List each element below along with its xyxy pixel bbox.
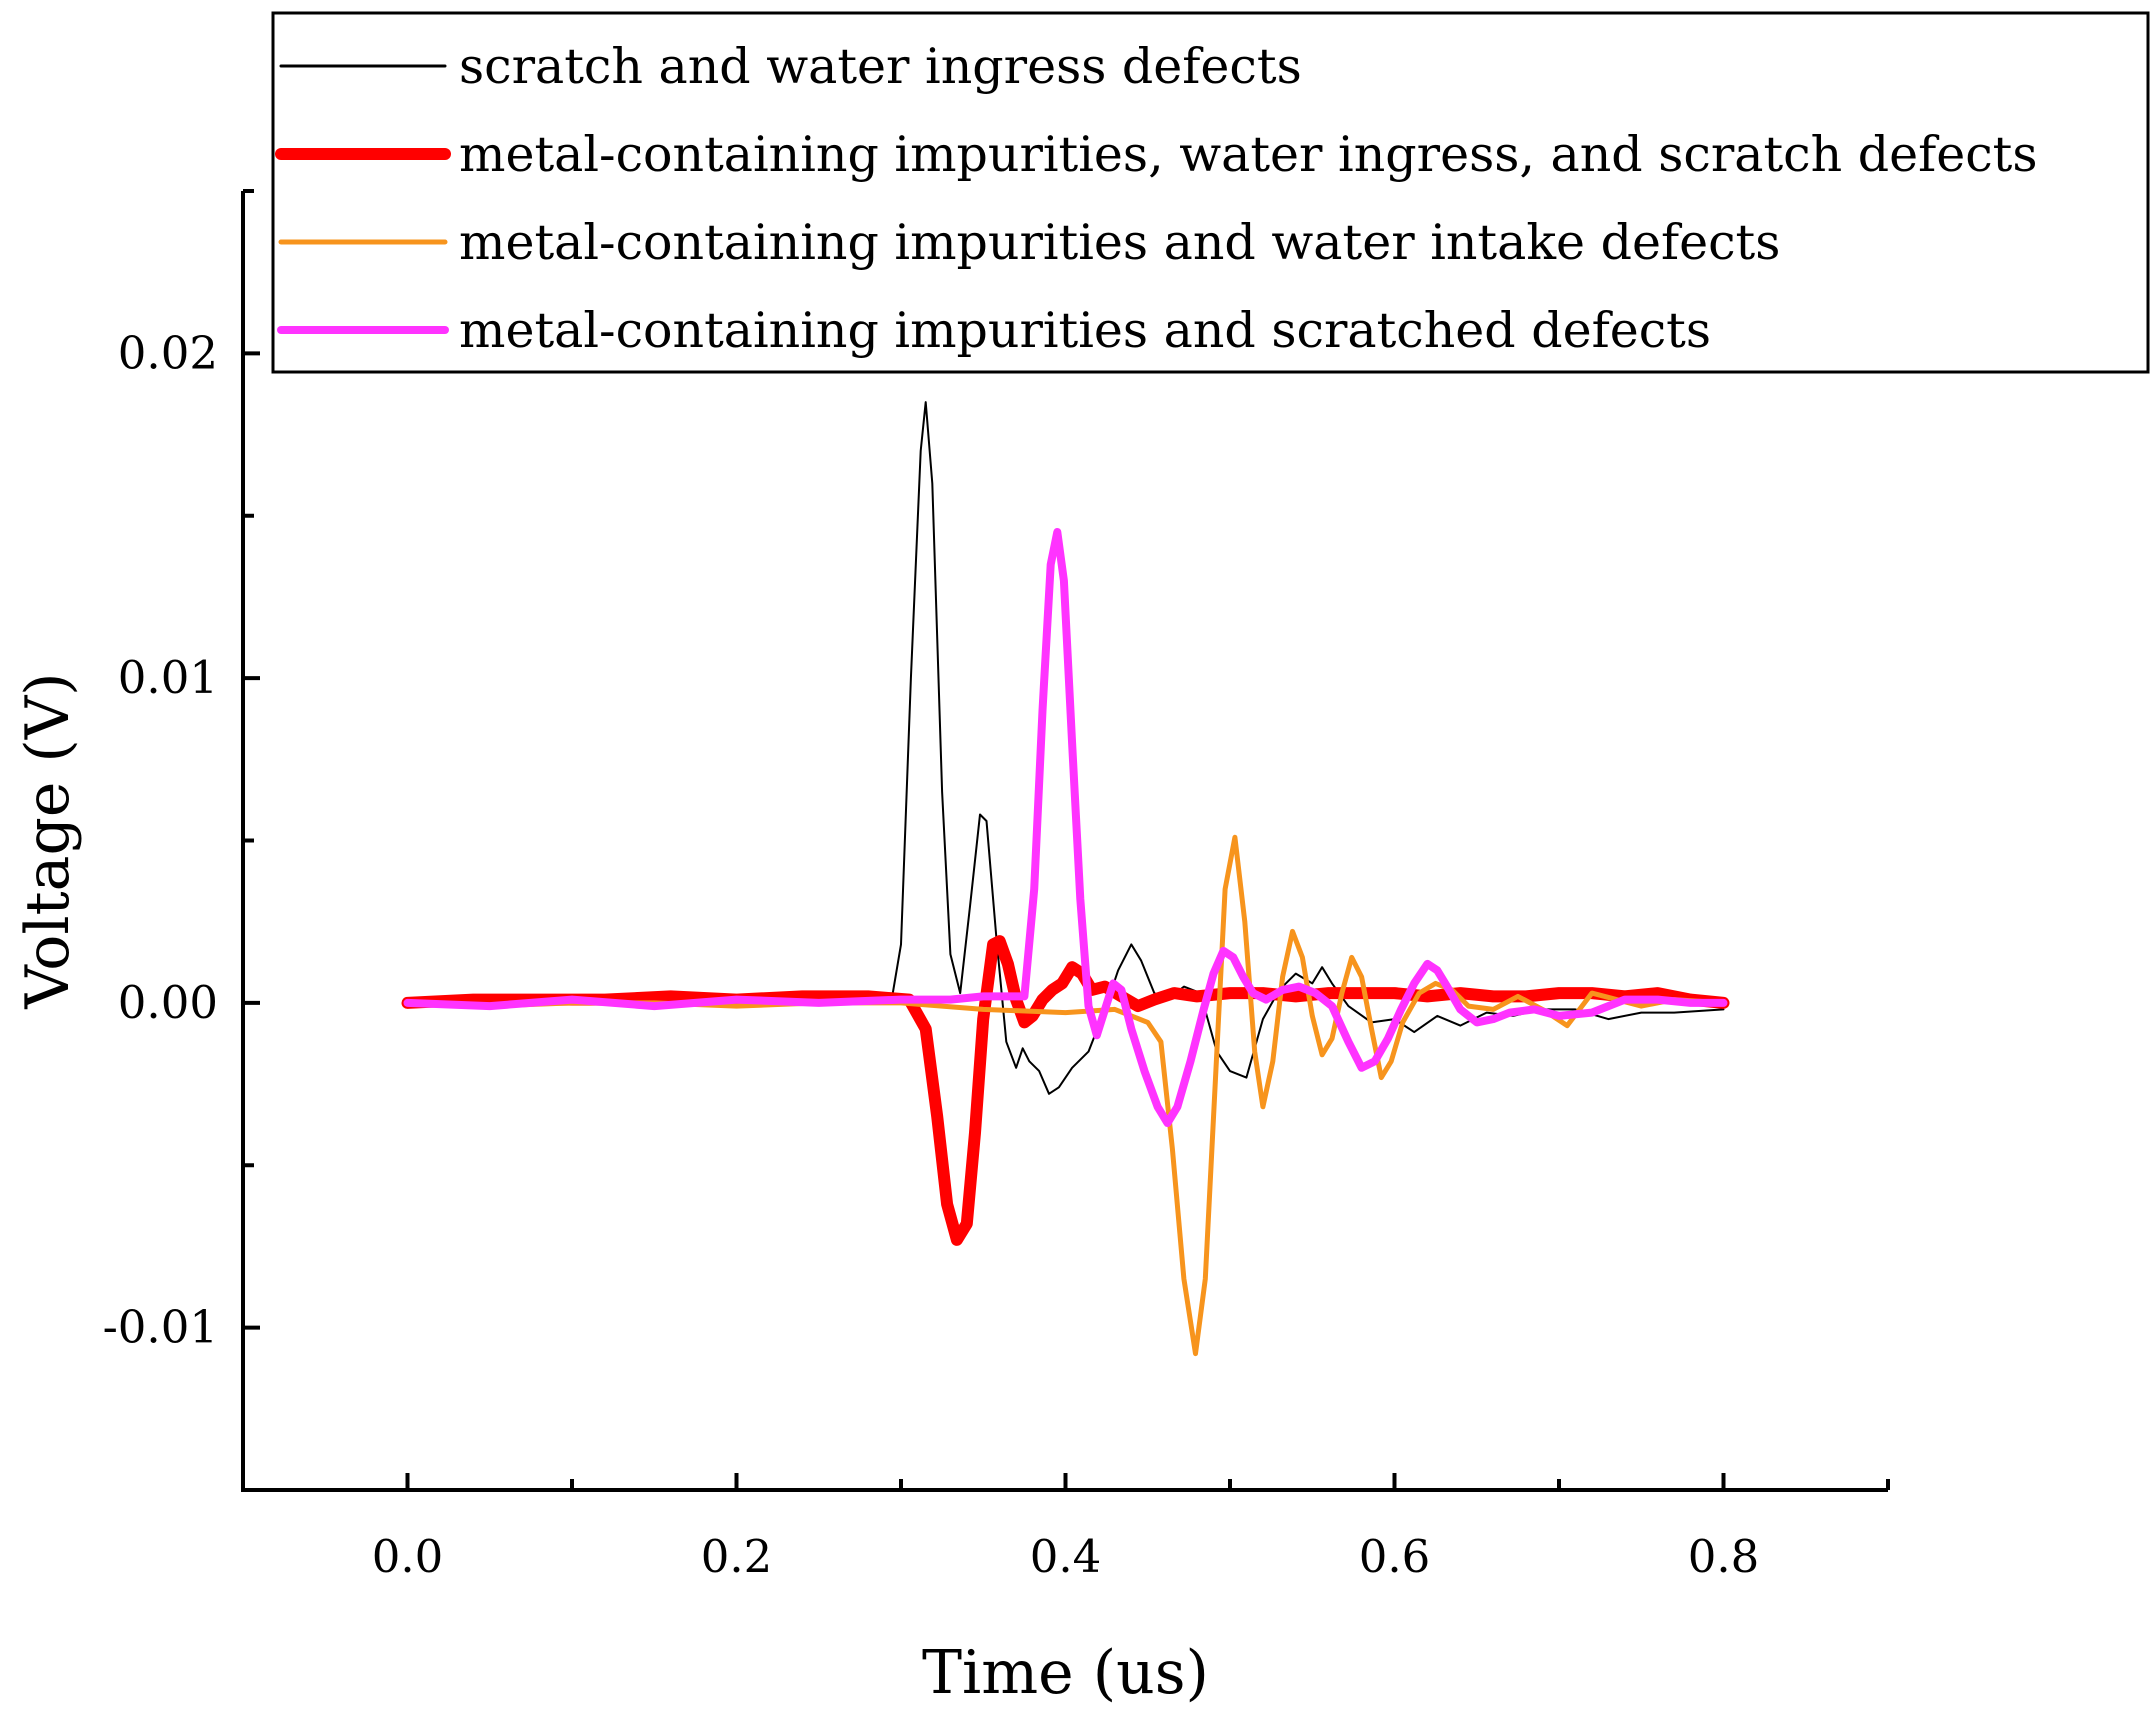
x-axis-title: Time (us) bbox=[922, 1638, 1209, 1708]
x-tick-label: 0.0 bbox=[372, 1530, 444, 1583]
x-tick-label: 0.8 bbox=[1688, 1530, 1760, 1583]
legend-label-1: scratch and water ingress defects bbox=[459, 38, 1302, 95]
y-tick-label: 0.00 bbox=[118, 976, 218, 1029]
y-tick-label: 0.01 bbox=[118, 651, 218, 704]
x-tick-label: 0.6 bbox=[1359, 1530, 1431, 1583]
y-tick-label: 0.02 bbox=[118, 326, 218, 379]
legend-label-3: metal-containing impurities and water in… bbox=[459, 214, 1780, 271]
legend-items: scratch and water ingress defects metal-c… bbox=[275, 38, 2038, 359]
series-line-4 bbox=[403, 528, 1728, 1127]
legend-label-4: metal-containing impurities and scratche… bbox=[459, 302, 1711, 359]
y-axis-ticks: -0.01 0.00 0.01 0.02 bbox=[103, 189, 260, 1354]
series-layer bbox=[401, 401, 1730, 1357]
legend-label-2: metal-containing impurities, water ingre… bbox=[459, 126, 2038, 183]
x-tick-label: 0.4 bbox=[1030, 1530, 1102, 1583]
x-tick-label: 0.2 bbox=[701, 1530, 773, 1583]
series-line-2 bbox=[401, 935, 1730, 1246]
x-axis-ticks: 0.0 0.2 0.4 0.6 0.8 bbox=[372, 1473, 1890, 1583]
axes-layer: 0.0 0.2 0.4 0.6 0.8 -0.01 0.00 0.01 0.02 Time (… bbox=[13, 189, 1890, 1708]
legend: scratch and water ingress defects metal-c… bbox=[271, 11, 2150, 374]
series-line-1 bbox=[406, 401, 1725, 1095]
series-line-3 bbox=[405, 834, 1726, 1357]
legend-box bbox=[271, 11, 2150, 374]
y-tick-label: -0.01 bbox=[103, 1301, 218, 1354]
y-axis-title: Voltage (V) bbox=[13, 672, 83, 1009]
